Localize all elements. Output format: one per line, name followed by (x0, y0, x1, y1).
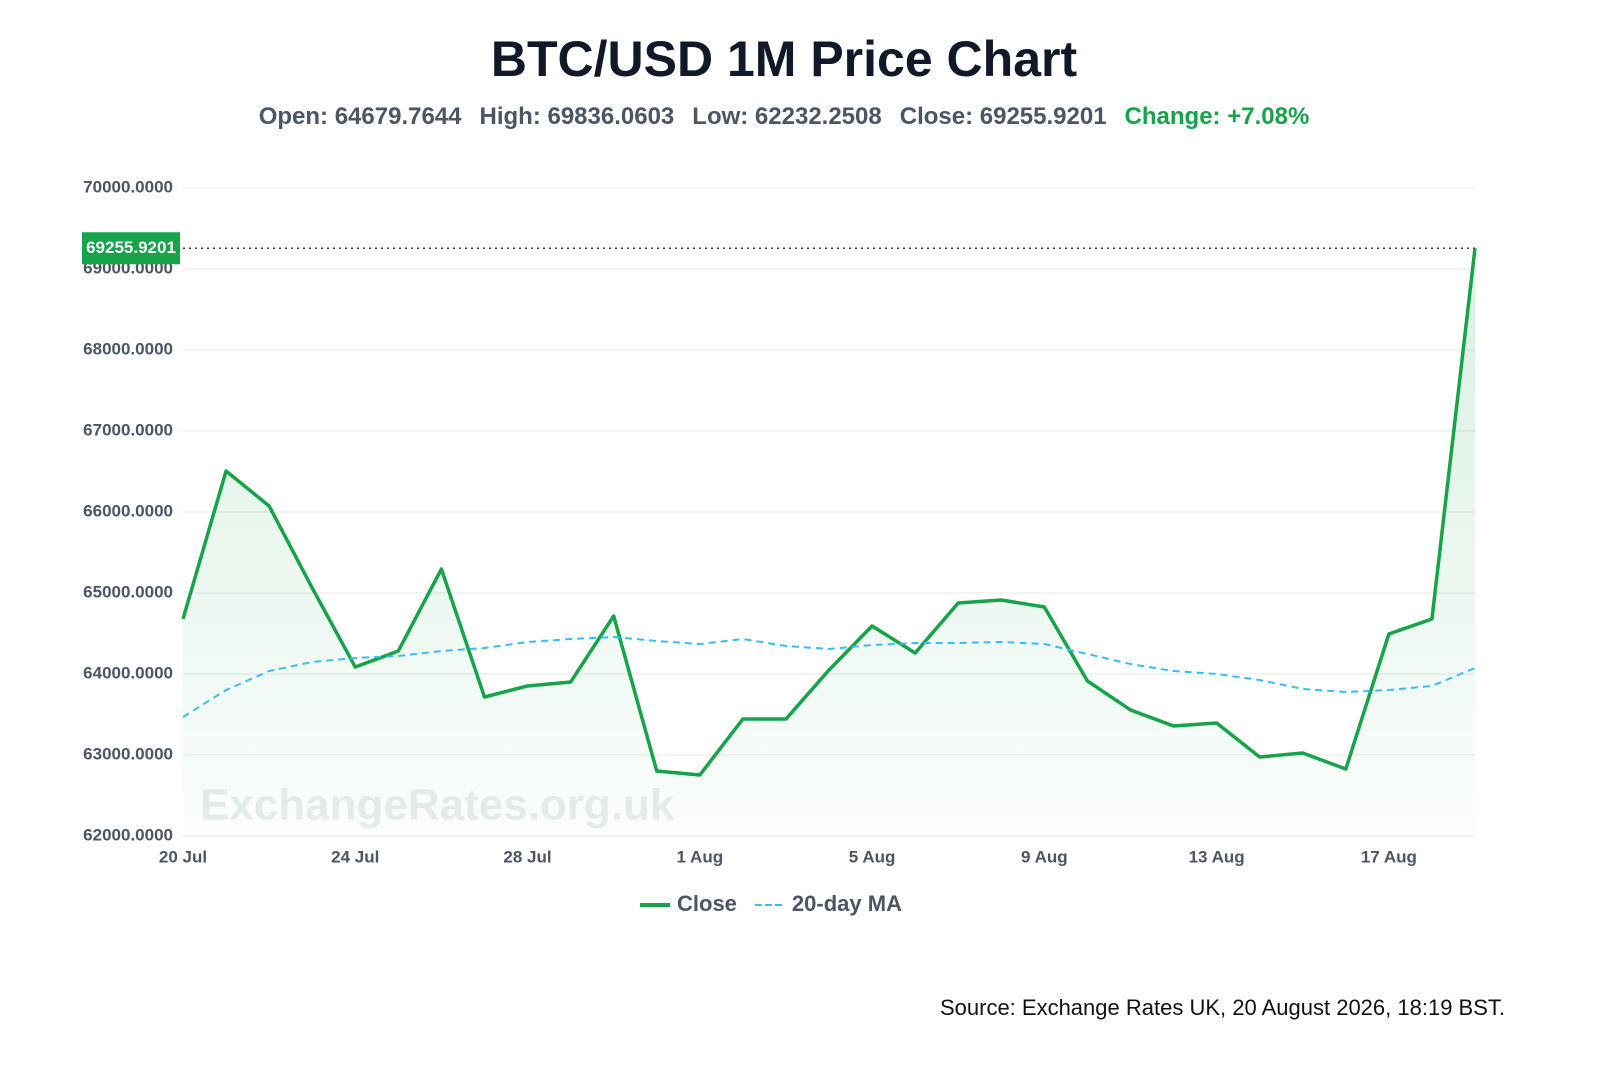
x-tick-label: 17 Aug (1361, 847, 1417, 866)
area-fill (183, 248, 1475, 836)
x-tick-label: 24 Jul (331, 847, 379, 866)
y-tick-label: 67000.0000 (83, 420, 173, 439)
last-price-badge (82, 232, 180, 265)
last-price-label: 69255.9201 (86, 238, 176, 257)
change-stat: Change: +7.08% (1124, 103, 1310, 130)
chart-title: BTC/USD 1M Price Chart (490, 31, 1078, 87)
stat-item: High: 69836.0603 (479, 103, 675, 130)
stat-item: Open: 64679.7644 (258, 103, 462, 130)
price-stats: Open: 64679.7644 High: 69836.0603 Low: 622… (0, 103, 1568, 131)
y-tick-label: 66000.0000 (83, 501, 173, 520)
y-tick-label: 70000.0000 (83, 177, 173, 196)
y-tick-label: 62000.0000 (83, 825, 173, 844)
close-line (181, 248, 1477, 777)
y-tick-label: 65000.0000 (83, 582, 173, 601)
x-tick-label: 5 Aug (849, 847, 896, 866)
x-tick-label: 20 Jul (159, 847, 207, 866)
x-tick-label: 28 Jul (503, 847, 551, 866)
y-tick-label: 63000.0000 (83, 744, 173, 763)
x-tick-label: 1 Aug (677, 847, 724, 866)
x-tick-label: 9 Aug (1021, 847, 1068, 866)
source-note: Source: Exchange Rates UK, 20 August 202… (939, 995, 1505, 1020)
stat-item: Low: 62232.2508 (692, 103, 882, 130)
legend-label: Close (677, 891, 737, 916)
stat-item: Close: 69255.9201 (899, 103, 1107, 130)
y-tick-label: 68000.0000 (83, 339, 173, 358)
x-tick-label: 13 Aug (1189, 847, 1245, 866)
legend-label: 20-day MA (792, 891, 902, 916)
ma-line (182, 635, 1476, 718)
y-tick-label: 64000.0000 (83, 663, 173, 682)
